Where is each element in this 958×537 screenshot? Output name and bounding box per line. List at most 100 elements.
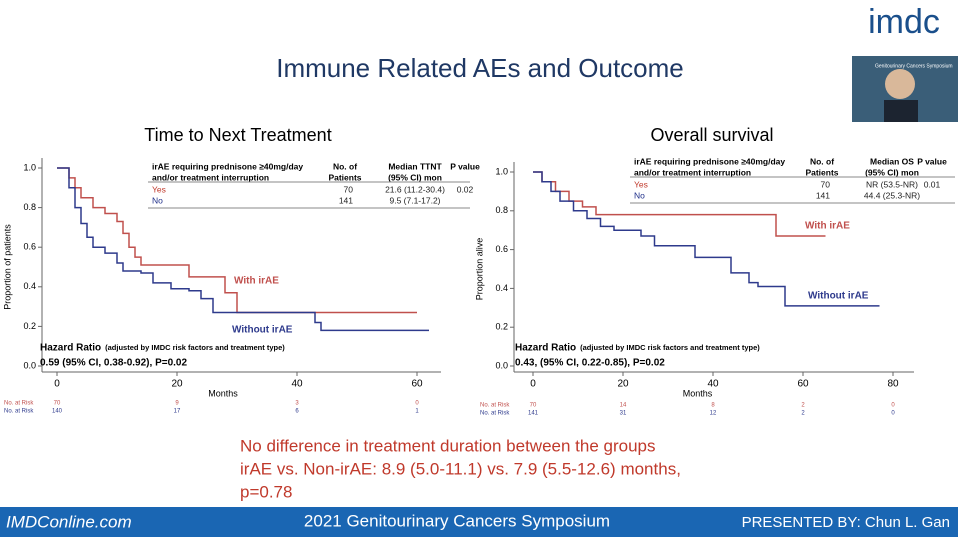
footer-center: 2021 Genitourinary Cancers Symposium xyxy=(304,511,610,530)
table-cell: 141 xyxy=(816,190,830,200)
table-cell: 0.01 xyxy=(924,179,941,189)
at-risk-count: 31 xyxy=(620,411,627,417)
series-label: With irAE xyxy=(805,221,850,232)
x-tick-label: 20 xyxy=(617,379,629,390)
at-risk-count: 70 xyxy=(530,403,537,409)
x-tick-label: 0 xyxy=(54,379,60,390)
hazard-note: (adjusted by IMDC risk factors and treat… xyxy=(105,343,285,352)
x-axis-label: Months xyxy=(683,388,713,398)
at-risk-count: 17 xyxy=(174,409,181,415)
webcam-body xyxy=(884,100,918,122)
series-label: With irAE xyxy=(234,276,279,287)
note-line: p=0.78 xyxy=(240,482,292,501)
y-tick-label: 0.2 xyxy=(23,321,36,331)
at-risk-count: 12 xyxy=(710,411,717,417)
table-cell: Yes xyxy=(152,184,166,194)
y-tick-label: 0.6 xyxy=(23,242,36,252)
at-risk-count: 8 xyxy=(711,403,715,409)
at-risk-count: 0 xyxy=(891,403,895,409)
km-curve xyxy=(533,171,880,307)
hazard-title: Hazard Ratio xyxy=(515,343,576,354)
at-risk-label: No. at Risk xyxy=(4,401,34,407)
webcam-face xyxy=(885,69,915,99)
table-header: Median TTNT xyxy=(388,161,442,171)
table-cell: 70 xyxy=(344,184,354,194)
note-line: No difference in treatment duration betw… xyxy=(240,436,656,455)
at-risk-count: 6 xyxy=(295,409,299,415)
chart-title: Time to Next Treatment xyxy=(144,125,331,145)
series-label: Without irAE xyxy=(808,291,869,302)
table-cell: Yes xyxy=(634,179,648,189)
table-header: Median OS xyxy=(870,156,914,166)
y-axis-label: Proportion of patients xyxy=(2,224,12,310)
km-curve xyxy=(57,167,429,332)
chart-title: Overall survival xyxy=(650,125,773,145)
table-cell: 21.6 (11.2-30.4) xyxy=(385,184,445,194)
x-tick-label: 80 xyxy=(887,379,899,390)
at-risk-count: 140 xyxy=(52,409,63,415)
at-risk-count: 0 xyxy=(415,401,419,407)
table-cell: 44.4 (25.3-NR) xyxy=(864,190,920,200)
table-header: Patients xyxy=(805,167,838,177)
table-cell: NR (53.5-NR) xyxy=(866,179,918,189)
table-cell: No xyxy=(634,190,645,200)
x-tick-label: 0 xyxy=(530,379,536,390)
table-header: and/or treatment interruption xyxy=(152,172,269,182)
y-tick-label: 0.2 xyxy=(495,322,508,332)
at-risk-count: 9 xyxy=(175,401,179,407)
table-header: No. of xyxy=(333,161,357,171)
table-header: Patients xyxy=(328,172,361,182)
y-tick-label: 1.0 xyxy=(23,162,36,172)
note-line: irAE vs. Non-irAE: 8.9 (5.0-11.1) vs. 7.… xyxy=(240,459,681,478)
table-cell: 70 xyxy=(821,179,831,189)
table-cell: 9.5 (7.1-17.2) xyxy=(389,195,440,205)
hazard-title: Hazard Ratio xyxy=(40,343,101,354)
table-header: irAE requiring prednisone ≥40mg/day xyxy=(152,161,303,171)
hazard-value: 0.43, (95% CI, 0.22-0.85), P=0.02 xyxy=(515,358,665,369)
table-header: irAE requiring prednisone ≥40mg/day xyxy=(634,156,785,166)
y-tick-label: 0.4 xyxy=(23,281,36,291)
webcam-caption: Genitourinary Cancers Symposium xyxy=(875,63,953,69)
at-risk-count: 14 xyxy=(620,403,627,409)
at-risk-count: 141 xyxy=(528,411,539,417)
table-cell: 0.02 xyxy=(457,184,474,194)
y-tick-label: 0.8 xyxy=(23,202,36,212)
table-header: (95% CI) mon xyxy=(388,172,442,182)
at-risk-count: 3 xyxy=(295,401,299,407)
series-label: Without irAE xyxy=(232,325,293,336)
y-tick-label: 0.6 xyxy=(495,244,508,254)
y-tick-label: 1.0 xyxy=(495,166,508,176)
x-tick-label: 60 xyxy=(411,379,423,390)
table-header: (95% CI) mon xyxy=(865,167,919,177)
y-axis-label: Proportion alive xyxy=(474,238,484,301)
x-axis-label: Months xyxy=(208,388,238,398)
footer-left: IMDConline.com xyxy=(6,512,132,531)
slide-title: Immune Related AEs and Outcome xyxy=(276,53,684,83)
table-header: No. of xyxy=(810,156,834,166)
logo: imdc xyxy=(868,3,940,41)
table-header: P value xyxy=(917,156,947,166)
hazard-value: 0.59 (95% CI, 0.38-0.92), P=0.02 xyxy=(40,358,187,369)
at-risk-label: No. at Risk xyxy=(4,409,34,415)
table-header: P value xyxy=(450,161,480,171)
at-risk-count: 70 xyxy=(54,401,61,407)
at-risk-count: 2 xyxy=(801,403,805,409)
footer-bar xyxy=(0,507,958,537)
at-risk-label: No. at Risk xyxy=(480,403,510,409)
table-cell: No xyxy=(152,195,163,205)
y-tick-label: 0.4 xyxy=(495,283,508,293)
footer-right: PRESENTED BY: Chun L. Gan xyxy=(742,514,950,531)
hazard-note: (adjusted by IMDC risk factors and treat… xyxy=(580,343,760,352)
table-cell: 141 xyxy=(339,195,353,205)
x-tick-label: 40 xyxy=(707,379,719,390)
km-curve xyxy=(57,167,417,314)
table-header: and/or treatment interruption xyxy=(634,167,751,177)
table-bg xyxy=(630,155,955,211)
at-risk-count: 1 xyxy=(415,409,419,415)
x-tick-label: 40 xyxy=(291,379,303,390)
x-tick-label: 20 xyxy=(171,379,183,390)
at-risk-label: No. at Risk xyxy=(480,411,510,417)
x-tick-label: 60 xyxy=(797,379,809,390)
y-tick-label: 0.0 xyxy=(495,360,508,370)
